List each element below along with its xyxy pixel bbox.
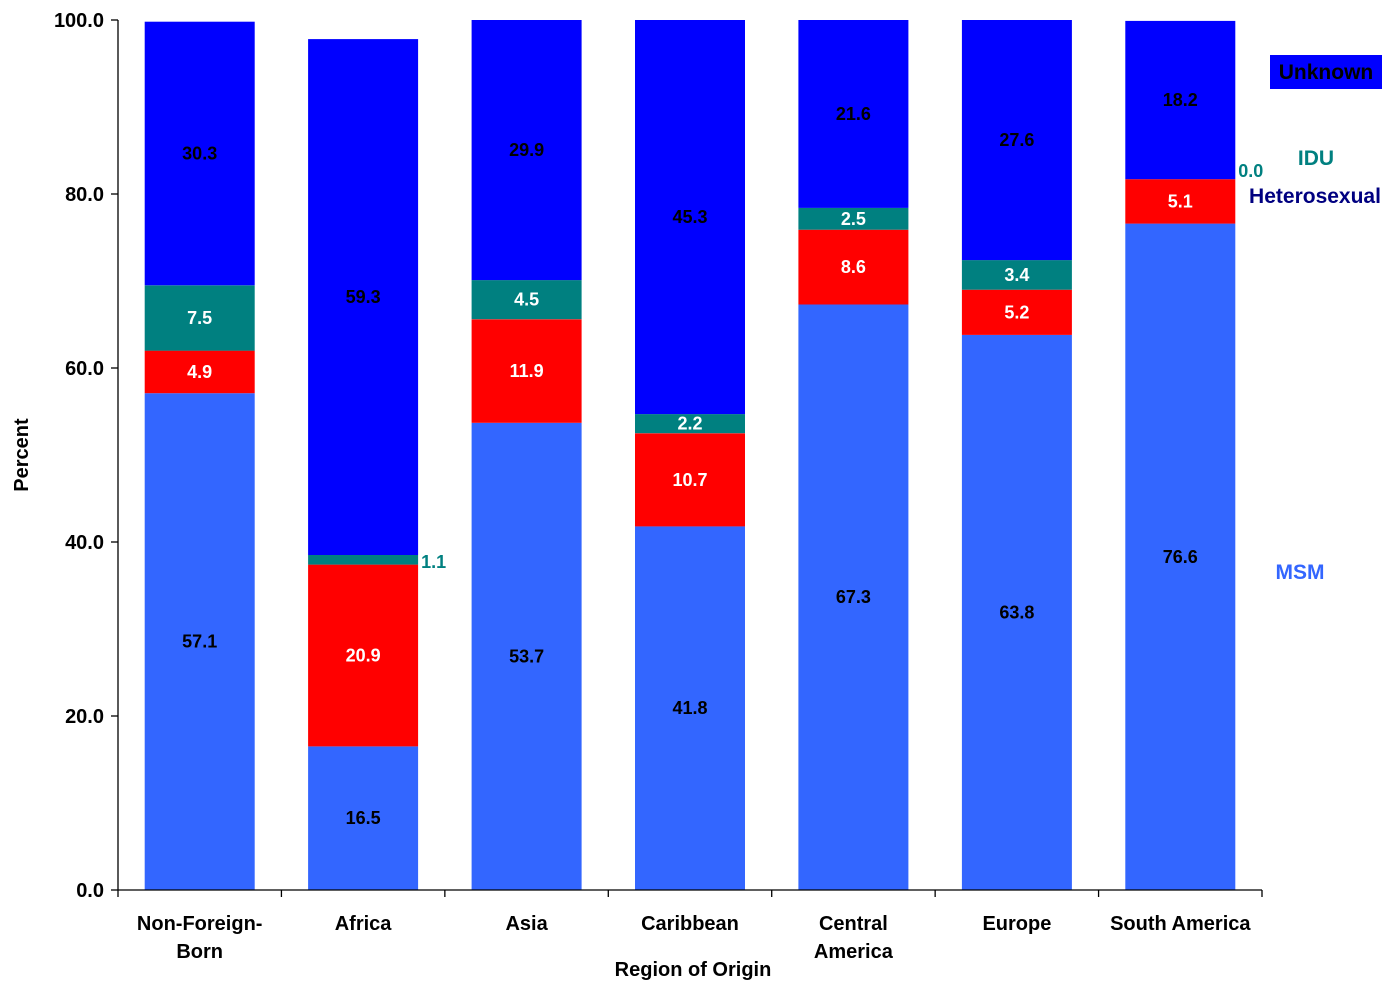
data-label-heterosexual-2: 11.9	[510, 361, 544, 381]
data-label-unknown-2: 29.9	[509, 140, 544, 160]
bar-segment-heterosexual-5	[961, 289, 1072, 335]
bar-segment-unknown-3	[635, 20, 745, 415]
bar-segment-idu-4	[798, 207, 909, 230]
bar-segment-idu-1	[308, 555, 419, 565]
bar-segment-heterosexual-0	[144, 350, 255, 394]
data-label-unknown-1: 59.3	[346, 287, 381, 307]
bar-segment-unknown-0	[144, 21, 255, 286]
legend: Unknown IDU Heterosexual MSM	[1249, 55, 1382, 584]
category-label-0-1: Born	[176, 941, 223, 963]
category-label-4-1: America	[814, 941, 894, 963]
bar-segment-msm-5	[961, 334, 1072, 890]
data-label-unknown-5: 27.6	[999, 130, 1034, 150]
category-label-0-0: Non-Foreign-	[137, 913, 263, 935]
bar-segment-heterosexual-2	[471, 319, 582, 423]
bar-segment-msm-1	[308, 746, 419, 890]
data-label-msm-1: 16.5	[346, 808, 381, 828]
bar-segment-idu-2	[471, 280, 582, 320]
legend-label-unknown: Unknown	[1279, 61, 1374, 84]
bar-segment-heterosexual-6	[1125, 179, 1236, 224]
data-label-unknown-0: 30.3	[182, 144, 217, 164]
y-tick-label-0: 0.0	[76, 880, 104, 902]
legend-label-heterosexual: Heterosexual	[1249, 185, 1381, 208]
bar-segment-msm-3	[635, 526, 745, 890]
data-label-idu-4: 2.5	[841, 209, 866, 229]
bar-segment-heterosexual-3	[635, 433, 745, 527]
labels-layer: 57.1 4.9 7.5 30.3 16.5 20.9 59.3 53.7 11.9 4.5 29.…	[182, 90, 1263, 828]
category-label-2-0: Asia	[505, 913, 548, 935]
data-label-msm-0: 57.1	[182, 632, 217, 652]
data-label-idu-3: 2.2	[677, 414, 702, 434]
legend-box-unknown	[1270, 55, 1382, 89]
category-label-5-0: Europe	[982, 913, 1051, 935]
data-label-heterosexual-4: 8.6	[841, 257, 866, 277]
bar-segment-unknown-5	[961, 20, 1072, 261]
data-label-heterosexual-6: 5.1	[1168, 191, 1193, 211]
data-label-heterosexual-5: 5.2	[1004, 302, 1029, 322]
data-label-idu-0: 7.5	[187, 308, 212, 328]
y-tick-label-3: 60.0	[65, 358, 104, 380]
data-label-unknown-6: 18.2	[1163, 90, 1198, 110]
data-label-unknown-4: 21.6	[836, 104, 871, 124]
y-tick-label-5: 100.0	[54, 10, 104, 32]
data-label-msm-4: 67.3	[836, 587, 871, 607]
axes-layer: 0.0 20.0 40.0 60.0 80.0 100.0 Non-Foreign- Born…	[54, 10, 1263, 963]
legend-label-msm: MSM	[1276, 561, 1325, 584]
category-label-3-0: Caribbean	[641, 913, 739, 935]
bar-segment-unknown-4	[798, 20, 909, 208]
data-label-unknown-3: 45.3	[672, 207, 707, 227]
category-label-1-0: Africa	[335, 913, 393, 935]
outside-label-1: 1.1	[421, 552, 446, 572]
bar-segment-msm-4	[798, 304, 909, 890]
bar-segment-idu-3	[635, 414, 745, 434]
data-label-heterosexual-3: 10.7	[672, 470, 707, 490]
bar-segment-unknown-2	[471, 20, 582, 281]
data-label-heterosexual-0: 4.9	[187, 362, 212, 382]
bars-layer	[144, 20, 1236, 891]
bar-segment-idu-0	[144, 285, 255, 351]
data-label-msm-2: 53.7	[509, 646, 544, 666]
data-label-msm-5: 63.8	[999, 603, 1034, 623]
data-label-idu-5: 3.4	[1004, 265, 1029, 285]
bar-segment-msm-6	[1125, 223, 1236, 891]
y-tick-label-2: 40.0	[65, 532, 104, 554]
data-label-idu-2: 4.5	[514, 290, 539, 310]
bar-segment-msm-0	[144, 393, 255, 890]
bar-segment-heterosexual-1	[308, 564, 419, 747]
y-axis-title: Percent	[11, 418, 33, 492]
bar-segment-unknown-1	[308, 39, 419, 556]
bar-segment-unknown-6	[1125, 20, 1236, 180]
data-label-heterosexual-1: 20.9	[346, 646, 381, 666]
legend-label-idu: IDU	[1298, 147, 1334, 170]
y-tick-label-4: 80.0	[65, 184, 104, 206]
bar-segment-heterosexual-4	[798, 229, 909, 305]
x-axis-title: Region of Origin	[615, 959, 772, 981]
category-label-4-0: Central	[819, 913, 888, 935]
data-label-msm-3: 41.8	[672, 698, 707, 718]
outside-label-6: 0.0	[1238, 161, 1263, 181]
category-label-6-0: South America	[1110, 913, 1251, 935]
y-tick-label-1: 20.0	[65, 706, 104, 728]
bar-segment-idu-5	[961, 260, 1072, 290]
bar-segment-msm-2	[471, 422, 582, 890]
data-label-msm-6: 76.6	[1163, 547, 1198, 567]
